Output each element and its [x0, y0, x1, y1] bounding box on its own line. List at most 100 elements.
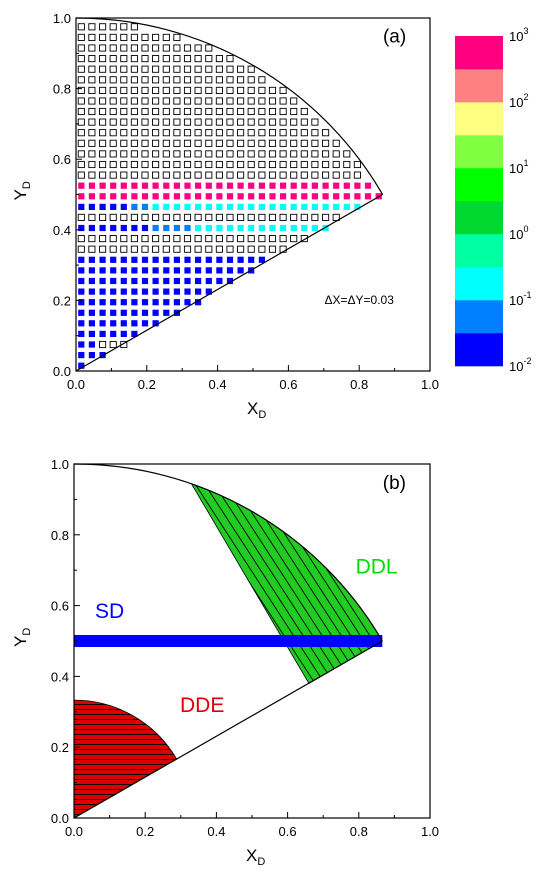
heatmap-cell — [237, 245, 245, 253]
heatmap-cell — [258, 224, 265, 232]
heatmap-cell — [152, 182, 159, 189]
heatmap-cell — [301, 193, 308, 200]
heatmap-cell — [237, 129, 245, 137]
heatmap-cell — [311, 118, 319, 126]
heatmap-cell — [269, 224, 276, 232]
heatmap-cell — [173, 288, 180, 295]
heatmap-cell — [77, 118, 85, 126]
heatmap-cell — [88, 299, 95, 306]
heatmap-cell — [120, 256, 127, 263]
heatmap-cell — [131, 193, 138, 200]
region-ddl — [190, 483, 383, 685]
heatmap-cell — [120, 44, 128, 52]
heatmap-cell — [120, 340, 128, 349]
heatmap-cell — [78, 256, 85, 263]
x-tick-label: 0.4 — [207, 824, 225, 839]
x-tick-label: 0.8 — [350, 377, 368, 392]
heatmap-cell — [88, 97, 96, 105]
y-tick-label: 1.0 — [53, 11, 71, 26]
colorbar-tick-label: 103 — [509, 26, 528, 44]
heatmap-cell — [109, 55, 117, 63]
heatmap-cell — [354, 203, 361, 210]
heatmap-cell — [88, 352, 95, 359]
heatmap-cell — [279, 107, 287, 116]
heatmap-cell — [88, 320, 95, 327]
heatmap-cell — [110, 320, 117, 327]
heatmap-cell — [88, 224, 95, 232]
label-sd: SD — [95, 600, 124, 623]
heatmap-cell — [162, 55, 170, 63]
heatmap-cell — [99, 139, 107, 147]
heatmap-cell — [88, 330, 95, 337]
heatmap-cell — [120, 86, 128, 94]
heatmap-cell — [332, 150, 340, 158]
heatmap-cell — [216, 193, 223, 200]
colorbar-band — [455, 36, 503, 70]
heatmap-cell — [216, 203, 223, 210]
heatmap-cell — [130, 245, 138, 253]
heatmap-cell — [290, 139, 298, 147]
heatmap-cell — [184, 224, 191, 232]
heatmap-cell — [88, 65, 96, 73]
heatmap-cell — [78, 277, 85, 285]
heatmap-cell — [269, 182, 276, 189]
heatmap-cell — [130, 150, 138, 158]
heatmap-cell — [300, 118, 308, 126]
heatmap-cell — [184, 182, 191, 189]
heatmap-cell — [322, 193, 329, 200]
heatmap-cell — [205, 65, 213, 73]
heatmap-cell — [88, 245, 96, 253]
x-axis-label-subscript: D — [258, 409, 266, 421]
heatmap-cell — [205, 235, 213, 243]
heatmap-cell — [311, 203, 318, 210]
heatmap-cell — [258, 86, 266, 94]
heatmap-cell — [173, 33, 181, 41]
heatmap-cell — [247, 213, 255, 221]
heatmap-cell — [183, 65, 192, 73]
heatmap-cell — [268, 139, 277, 147]
heatmap-cell — [237, 160, 245, 169]
heatmap-cell — [120, 299, 127, 306]
heatmap-cell — [109, 171, 117, 179]
x-tick-label: 0.0 — [65, 824, 83, 839]
heatmap-cell — [120, 55, 128, 63]
heatmap-cell — [237, 203, 244, 210]
heatmap-cell — [343, 150, 351, 158]
heatmap-cell — [77, 86, 85, 94]
heatmap-cell — [311, 193, 318, 200]
region-dde — [73, 699, 178, 819]
y-axis-label-subscript: D — [21, 181, 33, 189]
heatmap-cell — [141, 107, 149, 116]
heatmap-cell — [152, 107, 160, 116]
heatmap-cell — [110, 288, 117, 295]
heatmap-cell — [141, 150, 149, 158]
heatmap-cell — [77, 55, 85, 63]
heatmap-cell — [120, 245, 128, 253]
heatmap-cell — [173, 203, 180, 210]
heatmap-cell — [226, 76, 234, 84]
heatmap-cell — [173, 193, 180, 200]
heatmap-cell — [99, 182, 106, 189]
heatmap-cell — [163, 309, 170, 316]
heatmap-cell — [279, 97, 287, 105]
heatmap-cell — [99, 150, 107, 158]
heatmap-cell — [152, 86, 160, 94]
colorbar-tick-label: 101 — [509, 158, 528, 176]
heatmap-cell — [216, 224, 223, 232]
heatmap-cell — [99, 33, 107, 41]
heatmap-cell — [226, 245, 234, 253]
heatmap-cell — [194, 171, 202, 179]
heatmap-cell — [237, 65, 245, 73]
heatmap-cell — [226, 139, 234, 147]
heatmap-cell — [173, 129, 181, 137]
heatmap-cell — [130, 235, 138, 243]
heatmap-cell — [215, 160, 223, 169]
heatmap-cell — [88, 76, 96, 84]
heatmap-cell — [163, 256, 170, 263]
heatmap-cell — [205, 203, 212, 210]
heatmap-cell — [152, 213, 160, 221]
heatmap-cell — [152, 44, 160, 52]
heatmap-cell — [88, 256, 95, 263]
heatmap-cell — [109, 97, 117, 105]
heatmap-cell — [152, 97, 160, 105]
